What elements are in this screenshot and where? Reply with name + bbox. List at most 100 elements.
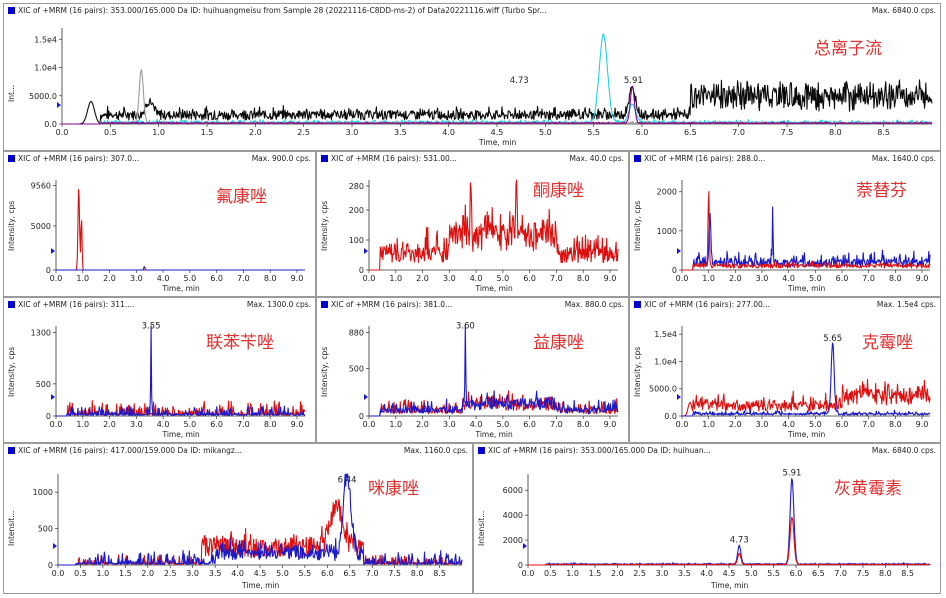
x-tick-label: 3.0 <box>443 420 456 429</box>
x-axis-title: Time, min <box>475 284 513 293</box>
x-tick-label: 7.5 <box>781 128 794 137</box>
max-intensity-label: Max. 6840.0 cps. <box>871 446 936 455</box>
x-tick-label: 5.0 <box>276 569 289 578</box>
x-tick-label: 5.0 <box>184 274 197 283</box>
x-tick-label: 9.0 <box>604 420 617 429</box>
x-tick-label: 4.0 <box>782 420 795 429</box>
x-tick-label: 2.0 <box>611 569 624 578</box>
x-tick-label: 5.0 <box>184 420 197 429</box>
y-tick-label: 5000 <box>31 222 51 231</box>
series-trace-1 <box>682 190 931 271</box>
x-tick-label: 3.0 <box>130 274 143 283</box>
y-tick-label: 880 <box>349 329 364 338</box>
x-tick-label: 7.5 <box>388 569 401 578</box>
x-tick-label: 0.0 <box>52 569 65 578</box>
y-axis-marker[interactable] <box>51 394 55 400</box>
max-intensity-label: Max. 1640.0 cps. <box>871 154 936 163</box>
panel-header: XIC of +MRM (16 pairs): 381.0... Max. 880… <box>317 298 628 311</box>
compound-name: 萘替芬 <box>856 181 907 201</box>
x-tick-label: 3.0 <box>130 420 143 429</box>
x-tick-label: 8.5 <box>901 569 914 578</box>
y-axis-title: Intensity, cps <box>633 346 642 397</box>
x-tick-label: 8.5 <box>877 128 890 137</box>
panel-header: XIC of +MRM (16 pairs): 417.000/159.000 … <box>4 444 472 457</box>
chromatogram-plot: 0.0 1.0 2.0 3.0 4.0 5.0 6.0 7.0 8.0 9.0 0 100 200 280 <box>349 179 619 283</box>
y-tick-label: 9560 <box>31 182 51 191</box>
x-tick-label: 2.0 <box>103 420 116 429</box>
y-tick-label: 0 <box>46 266 51 275</box>
x-tick-label: 2.0 <box>416 420 429 429</box>
x-tick-label: 7.0 <box>834 569 847 578</box>
x-tick-label: 8.0 <box>879 569 892 578</box>
y-tick-label: 500 <box>38 525 53 534</box>
series-trace-0 <box>682 206 931 271</box>
y-axis-marker[interactable] <box>57 102 61 108</box>
x-tick-label: 2.5 <box>633 569 646 578</box>
peak-label: 6.44 <box>338 475 357 485</box>
x-tick-label: 1.5 <box>119 569 132 578</box>
chart-panel-tic: XIC of +MRM (16 pairs): 353.000/165.000 … <box>3 3 941 151</box>
y-axis-title: Intensity, cps <box>7 200 16 251</box>
series-trace-1 <box>56 325 306 417</box>
chromatogram-plot: 0.0 1.0 2.0 3.0 4.0 5.0 6.0 7.0 8.0 9.0 0 500 880 3.6… <box>349 322 619 429</box>
x-tick-label: 8.0 <box>577 274 590 283</box>
y-tick-label: 0.0 <box>44 120 57 129</box>
x-tick-label: 0.0 <box>50 274 63 283</box>
x-tick-label: 5.0 <box>809 274 822 283</box>
x-tick-label: 3.5 <box>209 569 222 578</box>
series-trace-0 <box>369 179 619 271</box>
x-tick-label: 3.0 <box>346 128 359 137</box>
x-tick-label: 8.0 <box>411 569 424 578</box>
x-axis-title: Time, min <box>162 284 200 293</box>
y-axis-marker[interactable] <box>677 394 681 400</box>
y-axis-marker[interactable] <box>51 248 55 254</box>
max-intensity-label: Max. 1.5e4 cps. <box>876 300 936 309</box>
chart-panel-clotrimazole: XIC of +MRM (16 pairs): 277.00... Max. 1.… <box>629 297 941 443</box>
y-axis-marker[interactable] <box>523 543 527 549</box>
y-tick-label: 280 <box>349 182 364 191</box>
compound-name: 总离子流 <box>814 39 882 59</box>
x-tick-label: 6.0 <box>790 569 803 578</box>
y-tick-label: 1000 <box>657 227 677 236</box>
series-trace-0 <box>682 378 931 417</box>
y-tick-label: 500 <box>349 365 364 374</box>
chromatogram-plot: 0.0 1.0 2.0 3.0 4.0 5.0 6.0 7.0 8.0 9.0 0 5000 9560 <box>31 180 305 283</box>
x-tick-label: 3.0 <box>756 274 769 283</box>
y-tick-label: 4000 <box>503 511 523 520</box>
x-tick-label: 8.5 <box>433 569 446 578</box>
x-tick-label: 1.0 <box>152 128 165 137</box>
x-tick-label: 1.0 <box>389 274 402 283</box>
y-tick-label: 5000.0 <box>649 385 677 394</box>
x-tick-label: 8.0 <box>577 420 590 429</box>
x-tick-label: 6.5 <box>684 128 697 137</box>
y-tick-label: 0.0 <box>664 412 677 421</box>
xic-header-text: XIC of +MRM (16 pairs): 417.000/159.000 … <box>18 446 242 455</box>
chart-panel-ketoconazole: XIC of +MRM (16 pairs): 531.00... Max. 40… <box>316 151 629 297</box>
compound-name: 灰黄霉素 <box>834 479 902 499</box>
x-tick-label: 4.0 <box>700 569 713 578</box>
x-tick-label: 4.0 <box>470 420 483 429</box>
x-tick-label: 0.0 <box>676 420 689 429</box>
x-axis-title: Time, min <box>788 430 826 439</box>
peak-label: 3.60 <box>456 322 475 332</box>
y-axis-marker[interactable] <box>677 248 681 254</box>
y-axis-marker[interactable] <box>364 394 368 400</box>
compound-name: 益康唑 <box>533 333 584 353</box>
panel-header: XIC of +MRM (16 pairs): 531.00... Max. 40… <box>317 152 628 165</box>
trace-color-swatch <box>321 301 328 308</box>
chart-panel-fluconazole: XIC of +MRM (16 pairs): 307.0... Max. 900… <box>3 151 316 297</box>
y-tick-label: 200 <box>349 206 364 215</box>
panel-header: XIC of +MRM (16 pairs): 277.00... Max. 1.… <box>630 298 940 311</box>
x-tick-label: 9.0 <box>291 274 304 283</box>
y-axis-marker[interactable] <box>364 248 368 254</box>
x-tick-label: 0.0 <box>522 569 535 578</box>
xic-header-text: XIC of +MRM (16 pairs): 353.000/165.000 … <box>488 446 711 455</box>
panel-header: XIC of +MRM (16 pairs): 288.0... Max. 164… <box>630 152 940 165</box>
y-axis-marker[interactable] <box>53 543 57 549</box>
trace-color-swatch <box>321 155 328 162</box>
x-tick-label: 7.0 <box>732 128 745 137</box>
peak-label: 3.55 <box>142 321 161 331</box>
x-tick-label: 5.0 <box>745 569 758 578</box>
series-trace-1 <box>682 342 931 417</box>
y-axis-title: Intensit... <box>477 510 486 546</box>
